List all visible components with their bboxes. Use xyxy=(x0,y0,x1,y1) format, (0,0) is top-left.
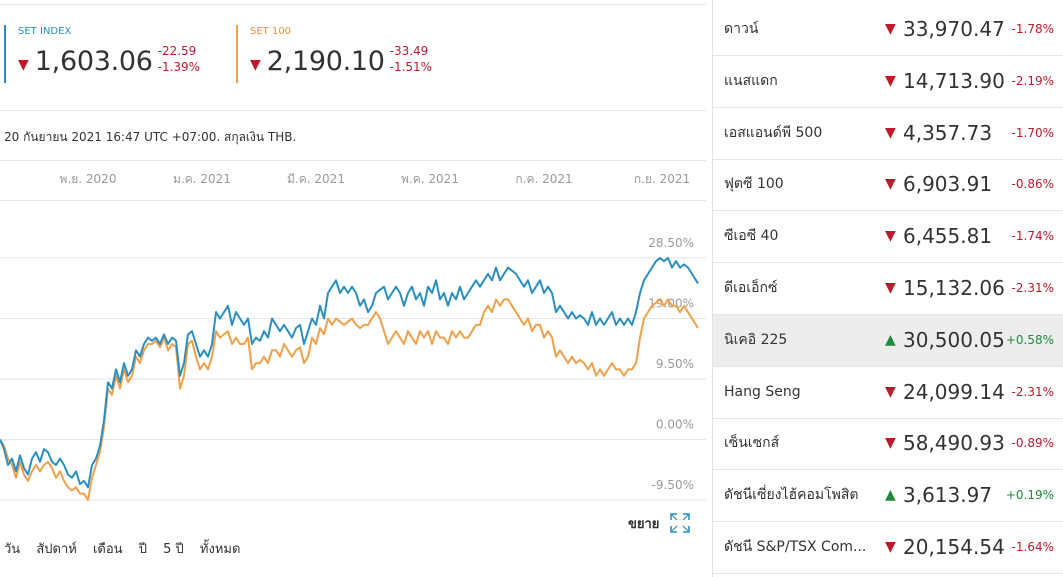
market-value: 6,455.81 xyxy=(903,224,993,249)
market-name: ซีเอซี 40 xyxy=(724,228,779,245)
index-chart-panel: SET INDEX ▼ 1,603.06 -22.59 -1.39% SET 1… xyxy=(0,4,706,559)
market-change: -2.19% xyxy=(1011,73,1054,88)
x-tick-label: มี.ค. 2021 xyxy=(287,172,345,186)
market-change: -2.31% xyxy=(1011,281,1054,295)
divider xyxy=(0,160,706,161)
market-row[interactable]: ซีเอซี 40 ▼ 6,455.81 -1.74% xyxy=(713,211,1063,264)
down-arrow-icon: ▼ xyxy=(885,228,896,245)
down-arrow-icon: ▼ xyxy=(250,57,261,73)
down-arrow-icon: ▼ xyxy=(18,57,29,73)
market-row[interactable]: Hang Seng ▼ 24,099.14 -2.31% xyxy=(713,367,1063,419)
x-tick-label: พ.ค. 2021 xyxy=(401,172,459,186)
set100-summary[interactable]: SET 100 ▼ 2,190.10 -33.49 -1.51% xyxy=(236,25,432,83)
market-value: 33,970.47 xyxy=(903,17,1005,41)
change-percent: -1.51% xyxy=(389,60,433,74)
market-change: -0.86% xyxy=(1011,177,1054,192)
market-change: -1.70% xyxy=(1011,125,1054,140)
x-tick-label: พ.ย. 2020 xyxy=(60,172,117,186)
y-tick-label: 0.00% xyxy=(656,418,694,432)
market-value: 6,903.91 xyxy=(903,172,993,197)
world-markets-list: ดาวน์ ▼ 33,970.47 -1.78% แนสแดก ▼ 14,713.90 -2.… xyxy=(712,0,1063,577)
index-value: 2,190.10 xyxy=(266,46,385,77)
expand-icon xyxy=(670,513,691,533)
down-arrow-icon: ▼ xyxy=(885,435,896,452)
divider xyxy=(0,4,706,5)
market-value: 14,713.90 xyxy=(903,68,1005,93)
y-tick-label: 9.50% xyxy=(656,357,694,371)
index-name: SET 100 xyxy=(250,26,292,37)
down-arrow-icon: ▼ xyxy=(885,539,896,555)
line-chart[interactable]: 28.50%19.00%9.50%0.00%-9.50%พ.ย. 2020 ม.ค… xyxy=(0,160,706,505)
market-row[interactable]: ดาวน์ ▼ 33,970.47 -1.78% xyxy=(713,4,1063,56)
change-points: -33.49 xyxy=(389,44,429,58)
market-value: 20,154.54 xyxy=(903,535,1005,559)
market-name: ดัชนี S&P/TSX Com... xyxy=(724,539,867,555)
series-line xyxy=(0,257,699,489)
market-name: นิเคอิ 225 xyxy=(724,331,788,348)
market-name: เซ็นเซกส์ xyxy=(724,435,780,452)
market-value: 58,490.93 xyxy=(903,431,1005,456)
market-value: 4,357.73 xyxy=(903,120,993,145)
market-row[interactable]: ดีเอเอ็กซ์ ▼ 15,132.06 -2.31% xyxy=(713,263,1063,315)
tab-year[interactable]: ปี xyxy=(138,542,147,557)
expand-button[interactable]: ขยาย xyxy=(628,512,691,534)
tab-all[interactable]: ทั้งหมด xyxy=(199,542,241,557)
x-tick-label: ก.ค. 2021 xyxy=(515,172,572,186)
market-name: ดาวน์ xyxy=(724,21,759,37)
market-change: -1.64% xyxy=(1011,540,1054,554)
x-tick-label: ม.ค. 2021 xyxy=(173,172,231,186)
market-change: +0.19% xyxy=(1005,488,1054,503)
market-row[interactable]: ดัชนี S&P/TSX Com... ▼ 20,154.54 -1.64% xyxy=(713,522,1063,574)
market-row[interactable]: นิเคอิ 225 ▲ 30,500.05 +0.58% xyxy=(713,314,1063,367)
divider xyxy=(0,200,706,201)
down-arrow-icon: ▼ xyxy=(885,72,896,89)
market-row[interactable]: เอสแอนด์พี 500 ▼ 4,357.73 -1.70% xyxy=(713,108,1063,160)
down-arrow-icon: ▼ xyxy=(885,176,896,193)
y-tick-label: -9.50% xyxy=(652,478,694,492)
down-arrow-icon: ▼ xyxy=(885,124,896,141)
market-row[interactable]: เซ็นเซกส์ ▼ 58,490.93 -0.89% xyxy=(713,418,1063,471)
market-change: -2.31% xyxy=(1011,384,1054,399)
x-tick-label: ก.ย. 2021 xyxy=(634,172,690,186)
set-index-summary[interactable]: SET INDEX ▼ 1,603.06 -22.59 -1.39% xyxy=(4,25,200,83)
series-line xyxy=(0,298,699,501)
change-points: -22.59 xyxy=(157,44,197,58)
market-value: 24,099.14 xyxy=(903,379,1005,404)
period-tabs: วัน สัปดาห์ เดือน ปี 5 ปี ทั้งหมด xyxy=(4,538,252,559)
index-change: -22.59 -1.39% xyxy=(158,43,200,75)
y-tick-label: 28.50% xyxy=(648,236,694,250)
down-arrow-icon: ▼ xyxy=(885,21,896,37)
market-value: 15,132.06 xyxy=(903,276,1005,300)
up-arrow-icon: ▲ xyxy=(885,487,896,504)
market-value: 3,613.97 xyxy=(903,483,993,508)
market-name: แนสแดก xyxy=(724,72,778,89)
market-name: ฟุตซี 100 xyxy=(724,176,784,193)
expand-label: ขยาย xyxy=(628,516,660,532)
market-change: -0.89% xyxy=(1011,436,1054,451)
index-name: SET INDEX xyxy=(18,26,72,37)
index-value: 1,603.06 xyxy=(34,46,153,77)
divider xyxy=(0,110,706,111)
timestamp: 20 กันยายน 2021 16:47 UTC +07:00. สกุลเง… xyxy=(4,130,297,144)
tab-day[interactable]: วัน xyxy=(4,542,21,557)
market-value: 30,500.05 xyxy=(903,327,1005,352)
market-change: -1.78% xyxy=(1011,22,1054,36)
tab-5-years[interactable]: 5 ปี xyxy=(163,542,184,557)
market-name: ดีเอเอ็กซ์ xyxy=(724,280,778,296)
down-arrow-icon: ▼ xyxy=(885,383,896,400)
index-change: -33.49 -1.51% xyxy=(390,43,432,75)
market-change: +0.58% xyxy=(1005,332,1054,347)
change-percent: -1.39% xyxy=(157,60,201,74)
up-arrow-icon: ▲ xyxy=(885,331,896,348)
tab-week[interactable]: สัปดาห์ xyxy=(36,542,77,557)
market-row[interactable]: ดัชนีเซี่ยงไฮ้คอมโพสิต ▲ 3,613.97 +0.19% xyxy=(713,470,1063,523)
market-name: ดัชนีเซี่ยงไฮ้คอมโพสิต xyxy=(724,487,859,504)
market-row[interactable]: ฟุตซี 100 ▼ 6,903.91 -0.86% xyxy=(713,159,1063,212)
market-row[interactable]: แนสแดก ▼ 14,713.90 -2.19% xyxy=(713,56,1063,108)
market-change: -1.74% xyxy=(1011,229,1054,244)
market-name: Hang Seng xyxy=(724,383,801,400)
down-arrow-icon: ▼ xyxy=(885,280,896,296)
market-name: เอสแอนด์พี 500 xyxy=(724,124,823,141)
tab-month[interactable]: เดือน xyxy=(92,542,123,557)
